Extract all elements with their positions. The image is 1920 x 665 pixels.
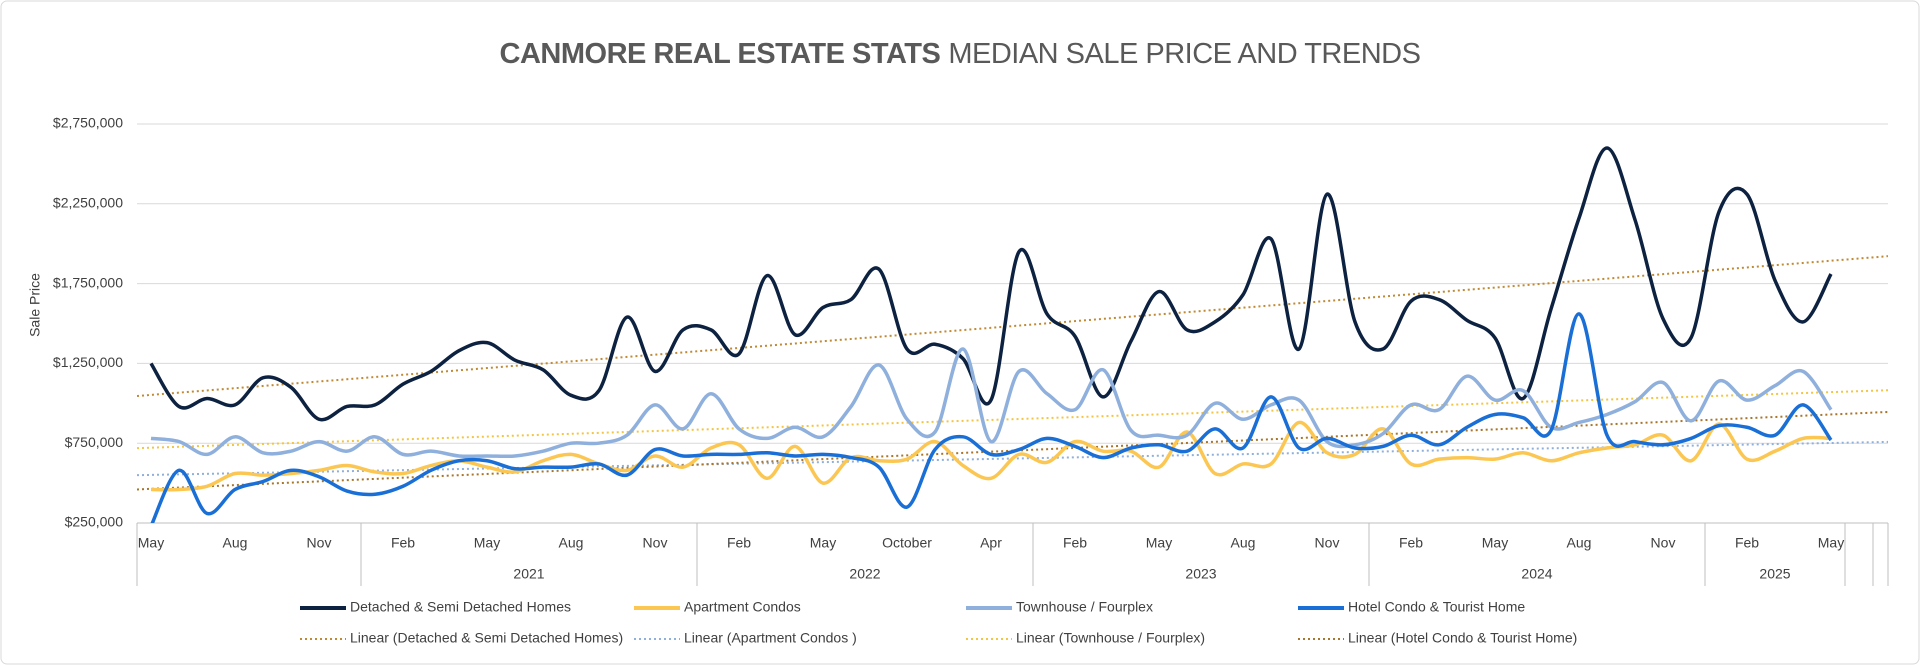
x-tick-label: October xyxy=(882,535,932,551)
x-tick-label: Feb xyxy=(1399,535,1423,551)
legend-label: Townhouse / Fourplex xyxy=(1016,599,1153,615)
x-group-label: 2022 xyxy=(849,566,880,582)
x-tick-label: May xyxy=(474,535,500,551)
x-tick-label: May xyxy=(1146,535,1172,551)
legend-label: Hotel Condo & Tourist Home xyxy=(1348,599,1525,615)
y-axis-label: Sale Price xyxy=(27,273,43,337)
legend-label: Detached & Semi Detached Homes xyxy=(350,599,571,615)
chart-subtitle: MEDIAN SALE PRICE AND TRENDS xyxy=(948,38,1420,70)
x-tick-label: May xyxy=(1818,535,1844,551)
x-tick-label: Feb xyxy=(727,535,751,551)
y-tick-label: $1,250,000 xyxy=(53,354,123,370)
x-group-label: 2025 xyxy=(1759,566,1790,582)
x-tick-label: Aug xyxy=(559,535,584,551)
series-line xyxy=(150,312,1833,523)
y-tick-label: $1,750,000 xyxy=(53,274,123,290)
x-tick-label: Feb xyxy=(1735,535,1759,551)
x-tick-label: Nov xyxy=(1651,535,1676,551)
legend-label: Linear (Townhouse / Fourplex) xyxy=(1016,630,1205,646)
x-tick-label: Aug xyxy=(223,535,248,551)
y-tick-label: $750,000 xyxy=(65,434,124,450)
y-tick-label: $250,000 xyxy=(65,514,124,530)
plot-area xyxy=(137,146,1888,523)
chart-title-group: CANMORE REAL ESTATE STATS MEDIAN SALE PRI… xyxy=(500,38,1421,70)
x-tick-label: Feb xyxy=(391,535,415,551)
x-tick-label: Nov xyxy=(1315,535,1340,551)
x-tick-label: May xyxy=(1482,535,1508,551)
y-tick-label: $2,250,000 xyxy=(53,195,123,211)
x-tick-label: Aug xyxy=(1567,535,1592,551)
legend-label: Apartment Condos xyxy=(684,599,801,615)
x-group-label: 2024 xyxy=(1521,566,1552,582)
legend-label: Linear (Hotel Condo & Tourist Home) xyxy=(1348,630,1577,646)
legend-label: Linear (Apartment Condos ) xyxy=(684,630,857,646)
trendline xyxy=(137,389,1888,450)
x-tick-label: Aug xyxy=(1231,535,1256,551)
x-tick-label: May xyxy=(810,535,836,551)
x-tick-label: Feb xyxy=(1063,535,1087,551)
x-tick-label: Nov xyxy=(643,535,668,551)
series-line xyxy=(150,347,1833,459)
y-tick-label: $2,750,000 xyxy=(53,115,123,131)
chart-title: CANMORE REAL ESTATE STATS xyxy=(500,38,941,70)
legend-label: Linear (Detached & Semi Detached Homes) xyxy=(350,630,623,646)
x-group-label: 2021 xyxy=(513,566,544,582)
x-tick-label: Apr xyxy=(980,535,1002,551)
x-group-label: 2023 xyxy=(1185,566,1216,582)
x-tick-label: Nov xyxy=(307,535,332,551)
series-line xyxy=(150,420,1832,492)
series-line xyxy=(149,146,1833,422)
x-tick-label: May xyxy=(138,535,164,551)
